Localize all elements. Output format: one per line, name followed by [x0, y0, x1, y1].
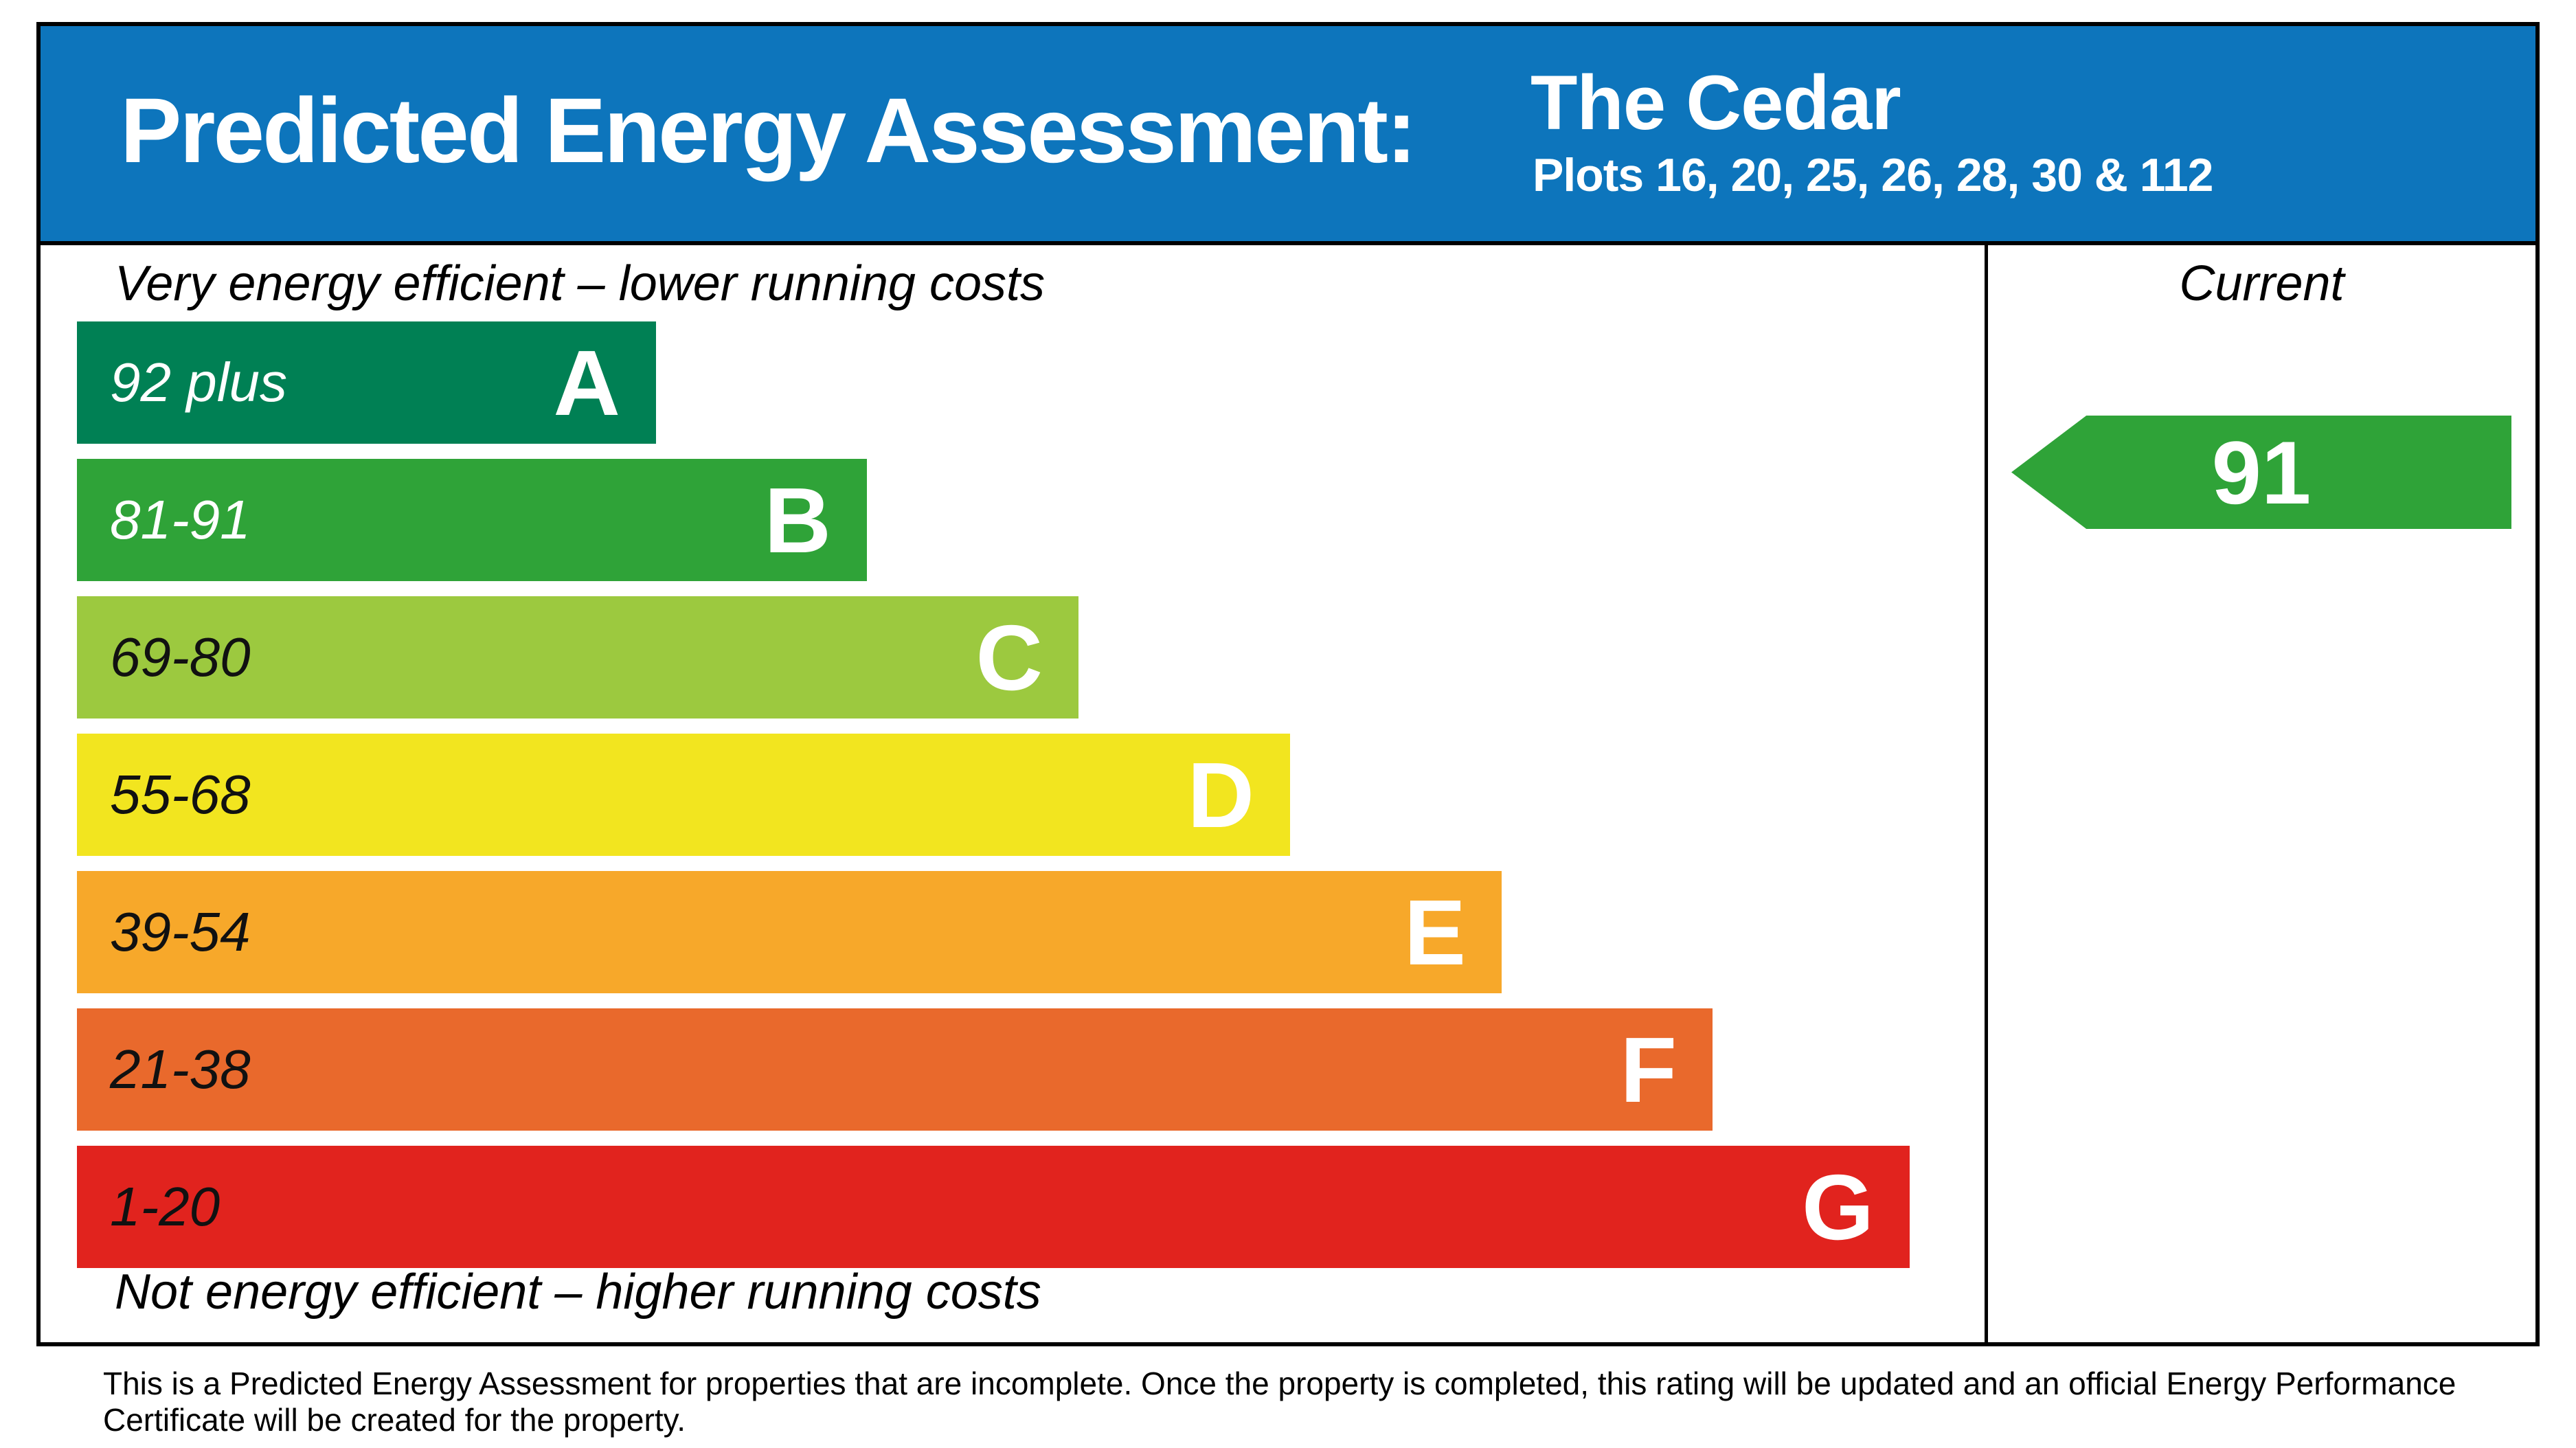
- rating-band-row: 92 plus A: [77, 321, 656, 444]
- band-letter: F: [1620, 1017, 1677, 1122]
- top-efficiency-caption: Very energy efficient – lower running co…: [115, 256, 1046, 311]
- band-letter: B: [764, 468, 832, 572]
- band-range-label: 92 plus: [110, 352, 287, 413]
- band-range-label: 1-20: [110, 1176, 221, 1237]
- current-rating-arrow: 91: [2011, 416, 2511, 529]
- rating-band-row: 1-20 G: [77, 1146, 1910, 1268]
- column-divider: [1985, 245, 1988, 1342]
- rating-band-row: 39-54 E: [77, 871, 1502, 993]
- bottom-efficiency-caption: Not energy efficient – higher running co…: [115, 1265, 1041, 1320]
- band-range-label: 55-68: [110, 764, 251, 825]
- plots-subtitle: Plots 16, 20, 25, 26, 28, 30 & 112: [1533, 149, 2213, 201]
- footer-line-2: Certificate will be created for the prop…: [103, 1402, 686, 1438]
- current-column-header: Current: [2179, 256, 2345, 311]
- certificate-header: Predicted Energy Assessment: The Cedar P…: [41, 26, 2535, 245]
- footer-line-1: This is a Predicted Energy Assessment fo…: [103, 1366, 2456, 1401]
- property-name: The Cedar: [1530, 60, 1901, 146]
- band-range-label: 21-38: [110, 1039, 251, 1100]
- band-letter: C: [975, 605, 1043, 710]
- band-range-label: 69-80: [110, 626, 251, 688]
- current-rating-value: 91: [2211, 422, 2312, 523]
- band-range-label: 81-91: [110, 489, 251, 550]
- epc-certificate-panel: Predicted Energy Assessment: The Cedar P…: [36, 22, 2540, 1346]
- band-letter: G: [1801, 1155, 1874, 1259]
- band-letter: A: [553, 330, 621, 435]
- band-letter: E: [1403, 880, 1466, 984]
- band-letter: D: [1187, 743, 1255, 847]
- rating-band-row: 21-38 F: [77, 1008, 1713, 1131]
- rating-band-row: 69-80 C: [77, 596, 1078, 719]
- band-range-label: 39-54: [110, 901, 251, 962]
- footer-disclaimer: This is a Predicted Energy Assessment fo…: [103, 1366, 2456, 1438]
- rating-band-row: 55-68 D: [77, 734, 1290, 856]
- page-title: Predicted Energy Assessment:: [120, 80, 1417, 182]
- rating-chart-area: Very energy efficient – lower running co…: [41, 245, 2535, 1342]
- rating-band-row: 81-91 B: [77, 459, 867, 581]
